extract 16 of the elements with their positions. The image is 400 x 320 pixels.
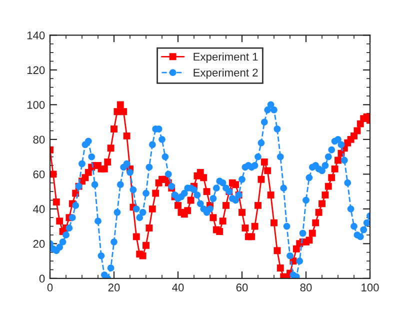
y-tick-label: 60 <box>33 170 45 178</box>
y-tick-label: 100 <box>27 100 45 109</box>
y-tick-label: 120 <box>27 66 45 74</box>
x-tick-label: 60 <box>236 284 248 292</box>
y-tick-label: 80 <box>33 136 45 144</box>
legend-label: Experiment 1 <box>194 52 258 63</box>
y-tick-label: 0 <box>39 274 45 283</box>
x-tick-label: 0 <box>47 284 53 292</box>
x-tick-label: 80 <box>300 284 312 292</box>
y-tick-label: 140 <box>27 31 45 40</box>
legend-label: Experiment 2 <box>194 68 258 79</box>
y-tick-label: 40 <box>33 205 45 214</box>
x-tick-label: 100 <box>362 284 379 292</box>
x-tick-label: 20 <box>108 284 120 292</box>
y-tick-label: 20 <box>33 240 45 248</box>
x-tick-label: 40 <box>172 284 184 292</box>
